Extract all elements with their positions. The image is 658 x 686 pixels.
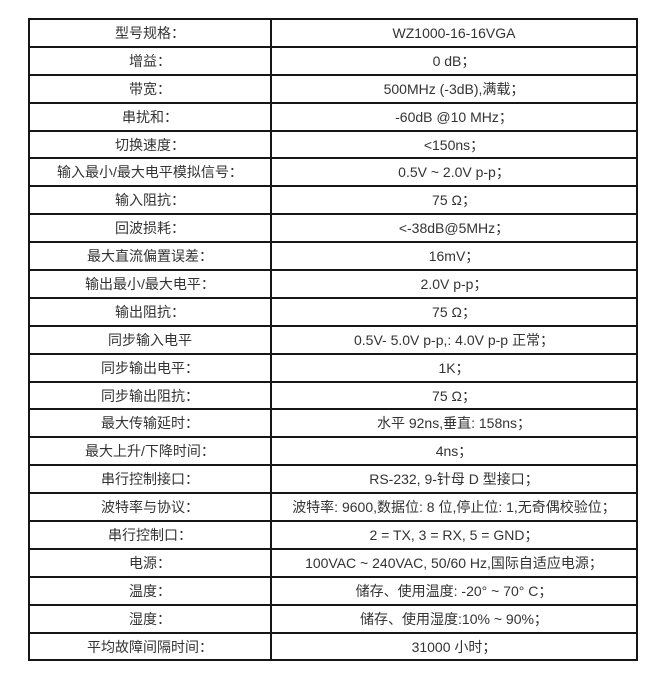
table-row: 最大直流偏置误差： 16mV； bbox=[28, 241, 638, 272]
spec-label: 带宽： bbox=[28, 73, 272, 104]
table-row: 型号规格： WZ1000-16-16VGA bbox=[28, 18, 638, 48]
spec-value: 储存、使用湿度:10% ~ 90%； bbox=[270, 603, 638, 634]
table-row: 切换速度： <150ns； bbox=[28, 129, 638, 160]
spec-label: 最大上升/下降时间： bbox=[28, 436, 272, 467]
spec-table-body: 型号规格： WZ1000-16-16VGA 增益： 0 dB； 带宽： 500MHz (-… bbox=[28, 18, 638, 662]
spec-label: 串扰和： bbox=[28, 101, 272, 132]
table-row: 串行控制接口： RS-232, 9-针母 D 型接口； bbox=[28, 464, 638, 495]
spec-label: 最大传输延时： bbox=[28, 408, 272, 439]
spec-label: 型号规格： bbox=[28, 18, 272, 48]
table-row: 输入最小/最大电平模拟信号： 0.5V ~ 2.0V p-p； bbox=[28, 157, 638, 188]
table-row: 同步输出阻抗： 75 Ω； bbox=[28, 380, 638, 411]
table-row: 回波损耗： <-38dB@5MHz； bbox=[28, 213, 638, 244]
spec-label: 温度： bbox=[28, 575, 272, 606]
spec-label: 输出阻抗： bbox=[28, 296, 272, 327]
table-row: 串行控制口： 2 = TX, 3 = RX, 5 = GND； bbox=[28, 520, 638, 550]
spec-value: 0.5V ~ 2.0V p-p； bbox=[270, 157, 638, 188]
spec-value: 31000 小时； bbox=[270, 631, 638, 662]
spec-label: 电源： bbox=[28, 547, 272, 578]
spec-value: 1K； bbox=[270, 352, 638, 383]
spec-value: 4ns； bbox=[270, 436, 638, 467]
table-row: 平均故障间隔时间： 31000 小时； bbox=[28, 631, 638, 662]
table-row: 输出阻抗： 75 Ω； bbox=[28, 296, 638, 327]
spec-label: 平均故障间隔时间： bbox=[28, 631, 272, 662]
spec-value: 水平 92ns,垂直: 158ns； bbox=[270, 408, 638, 439]
spec-value: 500MHz (-3dB),满载； bbox=[270, 73, 638, 104]
spec-label: 回波损耗： bbox=[28, 213, 272, 244]
table-row: 温度： 储存、使用温度: -20° ~ 70° C； bbox=[28, 575, 638, 606]
table-row: 输入阻抗： 75 Ω； bbox=[28, 185, 638, 216]
spec-value: 2.0V p-p； bbox=[270, 269, 638, 299]
table-row: 湿度： 储存、使用湿度:10% ~ 90%； bbox=[28, 603, 638, 634]
spec-value: 75 Ω； bbox=[270, 296, 638, 327]
spec-value: 2 = TX, 3 = RX, 5 = GND； bbox=[270, 520, 638, 550]
spec-label: 同步输出阻抗： bbox=[28, 380, 272, 411]
spec-value: 储存、使用温度: -20° ~ 70° C； bbox=[270, 575, 638, 606]
spec-label: 输入阻抗： bbox=[28, 185, 272, 216]
spec-label: 同步输出电平： bbox=[28, 352, 272, 383]
spec-table: 型号规格： WZ1000-16-16VGA 增益： 0 dB； 带宽： 500MHz (-… bbox=[28, 18, 638, 662]
table-row: 输出最小/最大电平： 2.0V p-p； bbox=[28, 269, 638, 299]
spec-value: WZ1000-16-16VGA bbox=[270, 18, 638, 48]
spec-value: -60dB @10 MHz； bbox=[270, 101, 638, 132]
spec-label: 波特率与协议： bbox=[28, 492, 272, 523]
spec-value: <-38dB@5MHz； bbox=[270, 213, 638, 244]
table-row: 带宽： 500MHz (-3dB),满载； bbox=[28, 73, 638, 104]
spec-label: 最大直流偏置误差： bbox=[28, 241, 272, 272]
spec-value: 75 Ω； bbox=[270, 185, 638, 216]
table-row: 最大上升/下降时间： 4ns； bbox=[28, 436, 638, 467]
spec-value: 0 dB； bbox=[270, 45, 638, 76]
spec-label: 湿度： bbox=[28, 603, 272, 634]
spec-sheet: 型号规格： WZ1000-16-16VGA 增益： 0 dB； 带宽： 500MHz (-… bbox=[28, 18, 638, 662]
spec-label: 同步输入电平 bbox=[28, 324, 272, 355]
table-row: 同步输入电平 0.5V- 5.0V p-p,: 4.0V p-p 正常； bbox=[28, 324, 638, 355]
spec-value: 16mV； bbox=[270, 241, 638, 272]
spec-label: 串行控制口： bbox=[28, 520, 272, 550]
spec-value: 0.5V- 5.0V p-p,: 4.0V p-p 正常； bbox=[270, 324, 638, 355]
spec-value: 波特率: 9600,数据位: 8 位,停止位: 1,无奇偶校验位； bbox=[270, 492, 638, 523]
spec-value: 75 Ω； bbox=[270, 380, 638, 411]
table-row: 增益： 0 dB； bbox=[28, 45, 638, 76]
spec-label: 增益： bbox=[28, 45, 272, 76]
spec-label: 输入最小/最大电平模拟信号： bbox=[28, 157, 272, 188]
table-row: 波特率与协议： 波特率: 9600,数据位: 8 位,停止位: 1,无奇偶校验位； bbox=[28, 492, 638, 523]
table-row: 串扰和： -60dB @10 MHz； bbox=[28, 101, 638, 132]
table-row: 最大传输延时： 水平 92ns,垂直: 158ns； bbox=[28, 408, 638, 439]
table-row: 电源： 100VAC ~ 240VAC, 50/60 Hz,国际自适应电源； bbox=[28, 547, 638, 578]
spec-value: <150ns； bbox=[270, 129, 638, 160]
spec-value: 100VAC ~ 240VAC, 50/60 Hz,国际自适应电源； bbox=[270, 547, 638, 578]
spec-label: 输出最小/最大电平： bbox=[28, 269, 272, 299]
spec-label: 串行控制接口： bbox=[28, 464, 272, 495]
spec-value: RS-232, 9-针母 D 型接口； bbox=[270, 464, 638, 495]
spec-label: 切换速度： bbox=[28, 129, 272, 160]
table-row: 同步输出电平： 1K； bbox=[28, 352, 638, 383]
